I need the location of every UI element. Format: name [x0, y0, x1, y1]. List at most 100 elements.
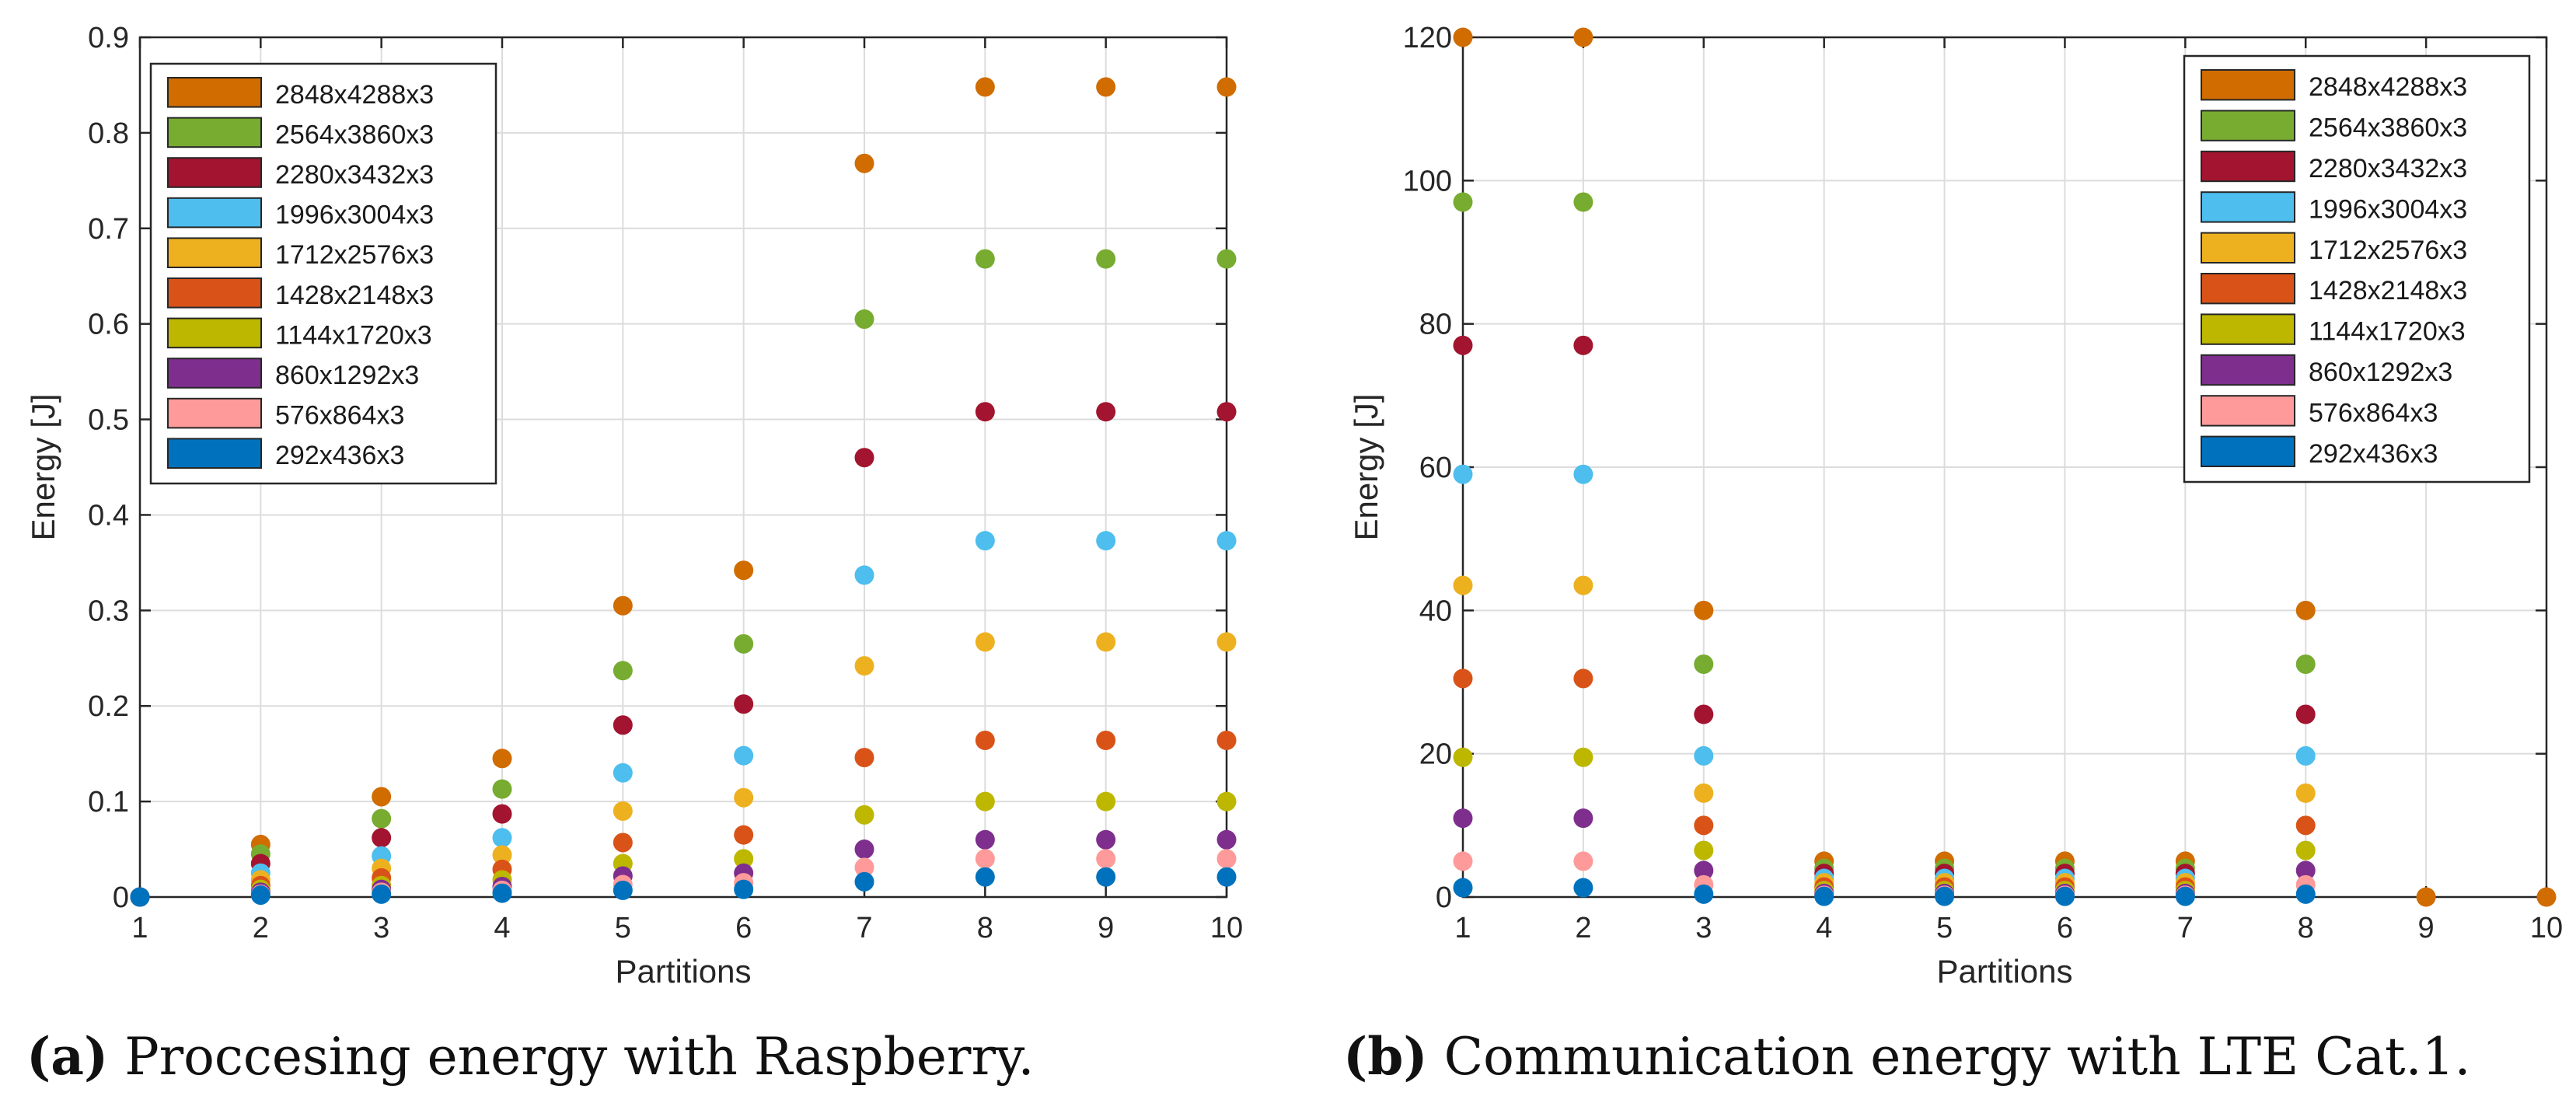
- series-292x436x3: [1453, 878, 2316, 906]
- x-tick-label: 6: [2057, 912, 2073, 944]
- data-point: [854, 748, 874, 768]
- data-point: [975, 829, 995, 850]
- y-tick-label: 0.4: [88, 499, 129, 532]
- legend-swatch: [2201, 354, 2295, 386]
- data-point: [1573, 878, 1593, 898]
- data-point: [1096, 791, 1116, 812]
- legend-entry-label: 1144x1720x3: [275, 320, 432, 350]
- legend-entry-label: 2564x3860x3: [2309, 113, 2467, 143]
- legend-swatch: [167, 77, 262, 108]
- data-point: [2295, 884, 2316, 904]
- data-point: [2295, 654, 2316, 674]
- data-point: [1216, 531, 1237, 551]
- data-point: [854, 839, 874, 860]
- data-point: [1694, 745, 1714, 766]
- data-point: [2536, 887, 2557, 907]
- legend-swatch: [2201, 69, 2295, 101]
- caption-a: (a) Proccesing energy with Raspberry.: [26, 1026, 1035, 1087]
- x-tick-label: 3: [373, 912, 389, 944]
- x-tick-label: 1: [1454, 912, 1471, 944]
- data-point: [1216, 849, 1237, 869]
- axes-box: [138, 36, 1228, 899]
- data-point: [734, 560, 754, 581]
- legend-swatch: [2201, 395, 2295, 427]
- data-point: [1096, 249, 1116, 269]
- data-point: [1453, 575, 1473, 595]
- data-point: [2175, 886, 2195, 906]
- data-point: [492, 749, 512, 769]
- data-point: [975, 791, 995, 812]
- legend-swatch: [167, 117, 262, 148]
- data-point: [492, 828, 512, 848]
- data-point: [1573, 464, 1593, 484]
- data-point: [1453, 851, 1473, 871]
- data-point: [1096, 867, 1116, 887]
- data-point: [1694, 704, 1714, 724]
- data-point: [1216, 829, 1237, 850]
- legend-entry-label: 292x436x3: [275, 441, 404, 470]
- caption-a-text: Proccesing energy with Raspberry.: [108, 1027, 1035, 1087]
- legend-entry-label: 1712x2576x3: [275, 240, 434, 270]
- y-tick-label: 0.2: [88, 690, 129, 723]
- legend-entry-label: 1996x3004x3: [275, 201, 434, 230]
- data-point: [372, 787, 392, 807]
- data-point: [1573, 335, 1593, 355]
- legend-swatch: [167, 197, 262, 229]
- x-tick-label: 5: [615, 912, 631, 944]
- data-point: [2054, 886, 2075, 906]
- x-tick-label: 3: [1695, 912, 1712, 944]
- x-tick-label: 9: [2418, 912, 2435, 944]
- legend-swatch: [2201, 150, 2295, 183]
- data-point: [1453, 335, 1473, 355]
- legend-entry-label: 2280x3432x3: [2309, 154, 2467, 183]
- data-point: [372, 808, 392, 829]
- data-point: [1216, 791, 1237, 812]
- panel-b-communication-energy: 1 2 3 4 5 6 7 8 9 10020406080100120PartitionsEner…: [1348, 22, 2563, 990]
- caption-a-label: (a): [26, 1026, 109, 1087]
- data-point: [854, 448, 874, 468]
- y-tick-label: 0.9: [88, 22, 129, 54]
- legend-swatch: [167, 278, 262, 309]
- data-point: [1694, 840, 1714, 860]
- legend-swatch: [2201, 191, 2295, 223]
- data-point: [2295, 815, 2316, 836]
- data-point: [854, 565, 874, 585]
- legend-swatch: [167, 237, 262, 268]
- data-point: [1453, 668, 1473, 689]
- y-tick-label: 100: [1403, 165, 1452, 197]
- data-point: [492, 804, 512, 824]
- y-tick-label: 80: [1419, 309, 1452, 341]
- legend-entry-label: 2280x3432x3: [275, 160, 434, 190]
- legend-entry-label: 576x864x3: [2309, 398, 2438, 428]
- x-tick-label: 10: [1210, 912, 1243, 944]
- data-point: [1935, 886, 1955, 906]
- series-292x436x3: [130, 867, 1237, 907]
- legend-entry-label: 1712x2576x3: [2309, 236, 2467, 265]
- data-point: [975, 77, 995, 97]
- data-point: [1216, 402, 1237, 422]
- y-tick-label: 0.6: [88, 309, 129, 341]
- data-point: [1216, 77, 1237, 97]
- legend-entry-label: 576x864x3: [275, 401, 404, 431]
- data-point: [1216, 867, 1237, 887]
- legend-entry-label: 860x1292x3: [275, 361, 419, 390]
- caption-b-text: Communication energy with LTE Cat.1.: [1427, 1027, 2471, 1087]
- data-point: [854, 309, 874, 330]
- legend-entry-label: 1428x2148x3: [275, 281, 434, 310]
- legend-swatch: [2201, 110, 2295, 141]
- data-point: [1216, 632, 1237, 652]
- data-point: [734, 634, 754, 654]
- data-point: [613, 880, 633, 900]
- y-tick-label: 0.3: [88, 595, 129, 627]
- legend-swatch: [167, 358, 262, 389]
- data-point: [2295, 860, 2316, 881]
- data-point: [1096, 849, 1116, 869]
- data-point: [1216, 730, 1237, 750]
- data-point: [613, 833, 633, 853]
- legend-swatch: [2201, 273, 2295, 305]
- x-tick-label: 4: [494, 912, 510, 944]
- y-tick-label: 0.5: [88, 404, 129, 437]
- data-point: [1573, 747, 1593, 767]
- y-tick-label: 0.8: [88, 117, 129, 150]
- y-tick-label: 20: [1419, 738, 1452, 771]
